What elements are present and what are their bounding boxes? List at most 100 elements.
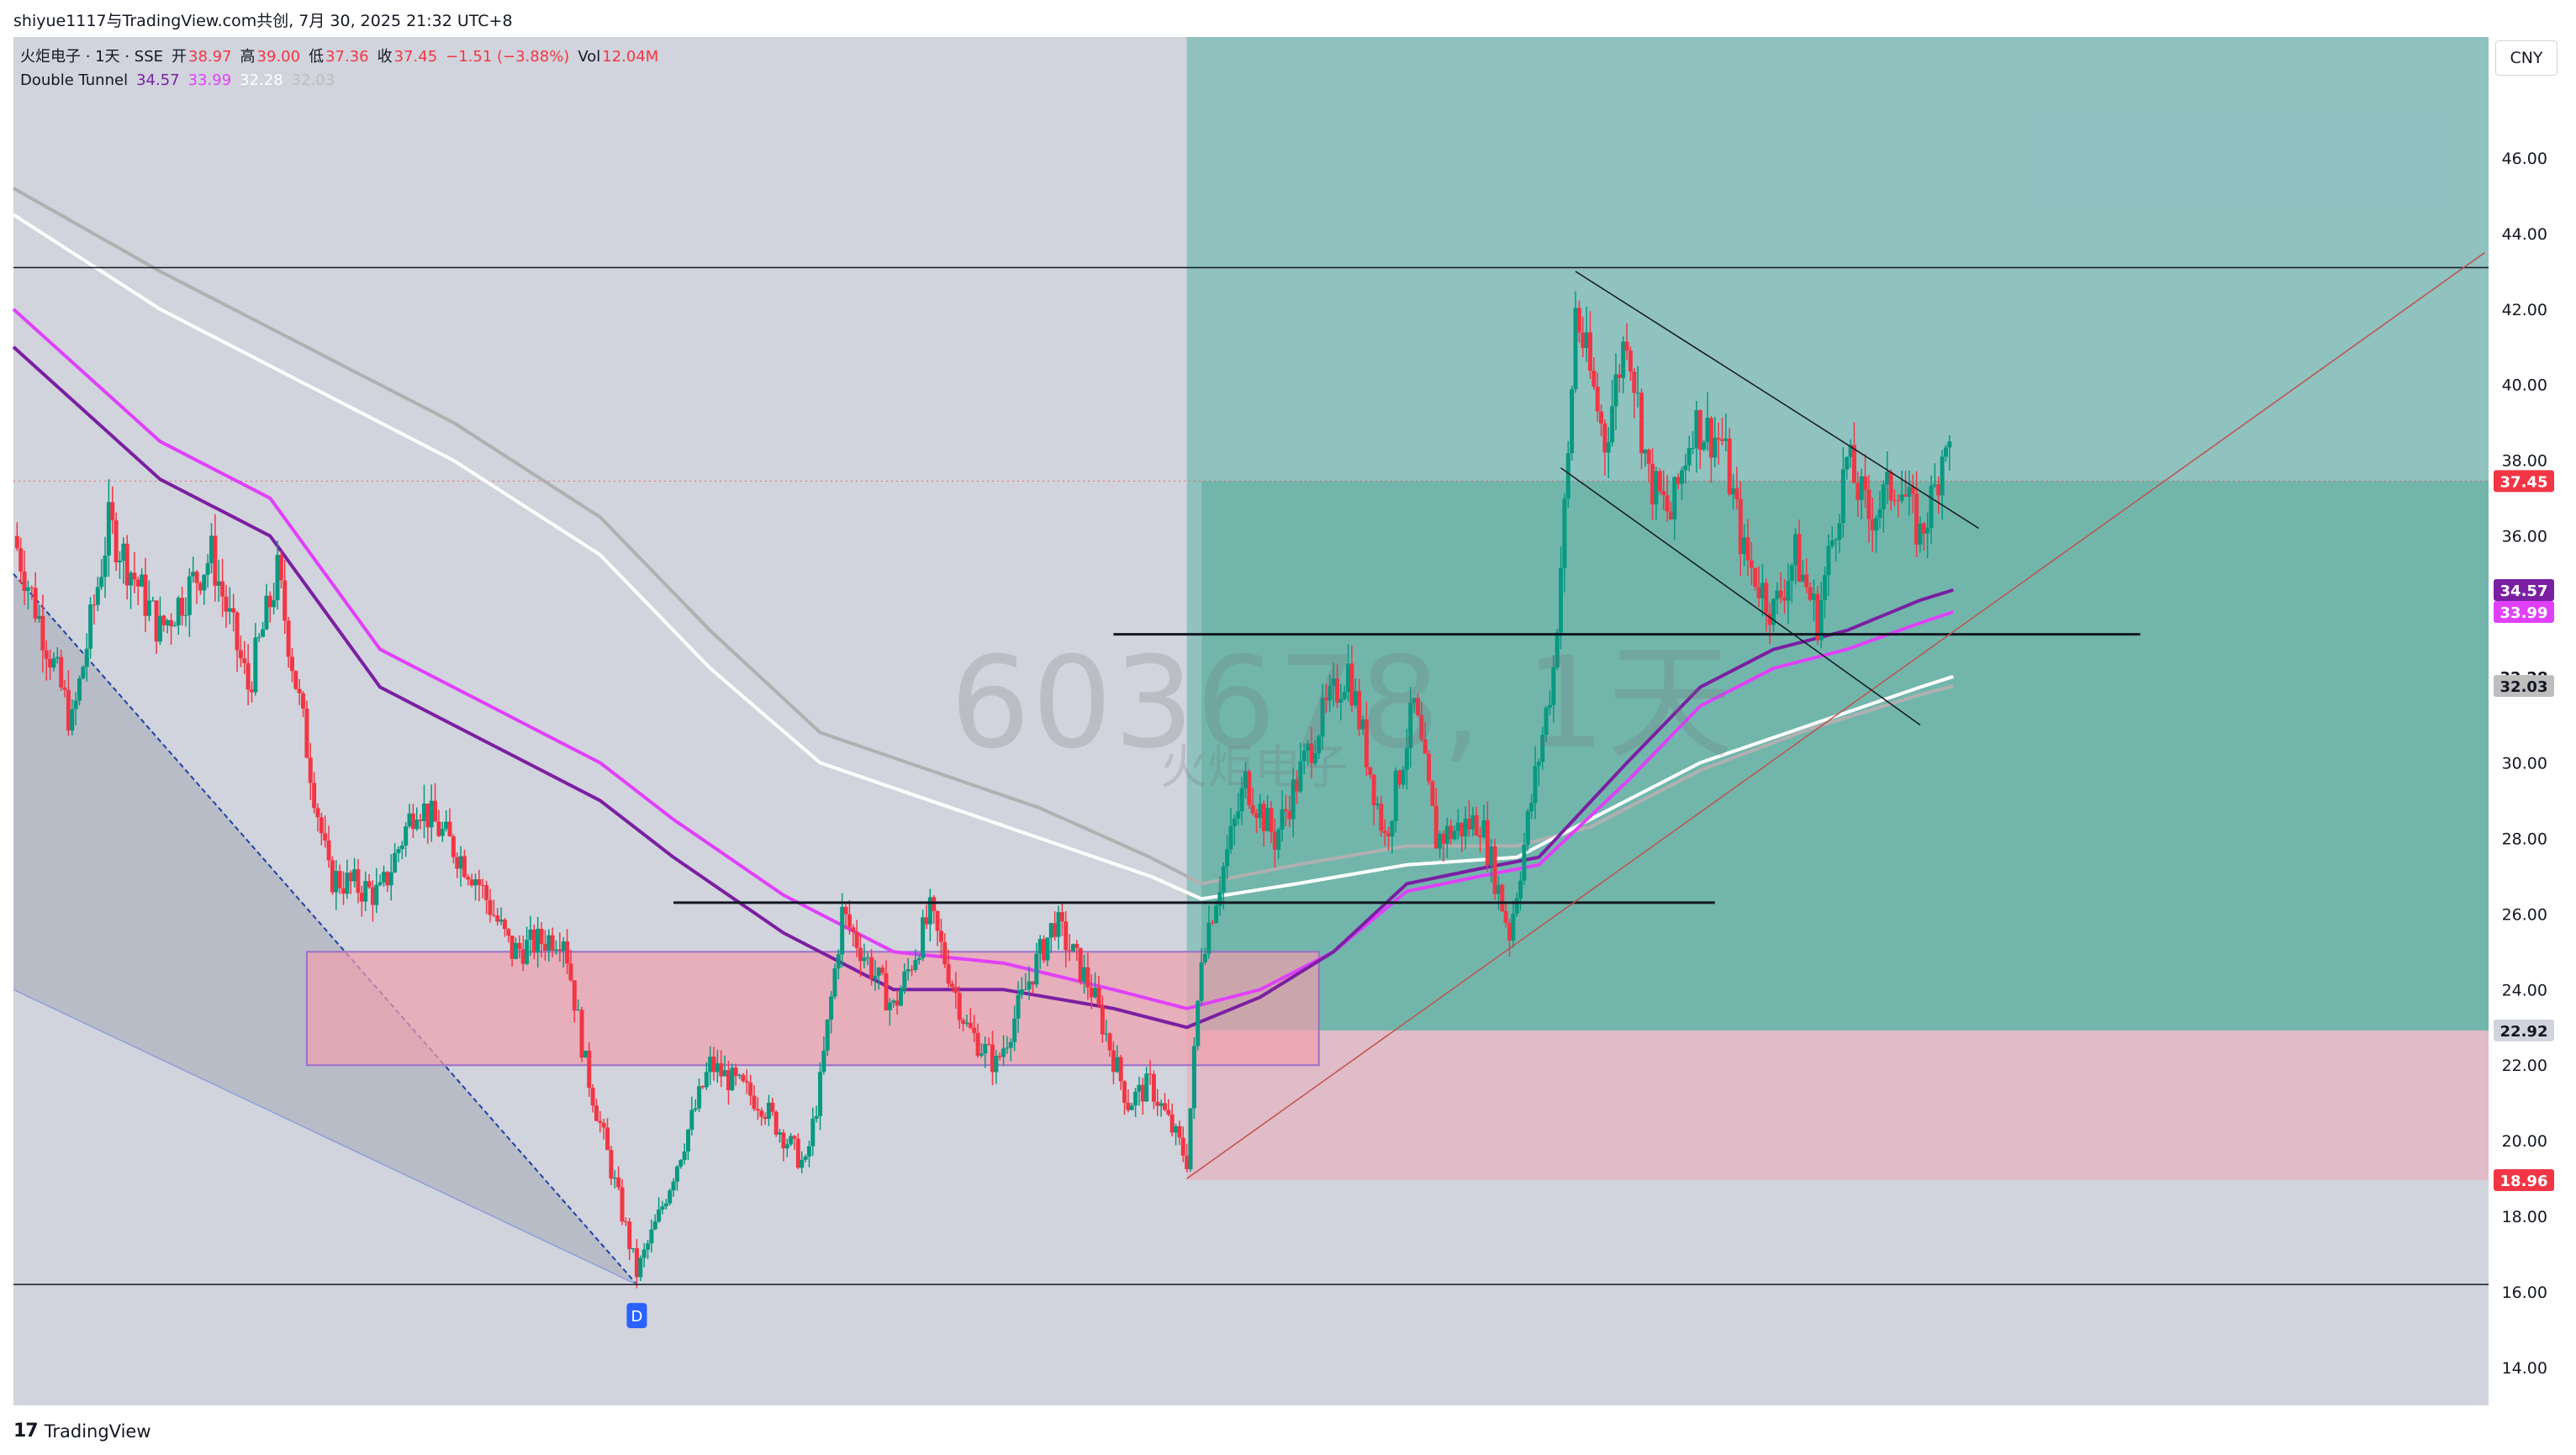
candle-body [1272, 831, 1277, 851]
candle-body [1617, 374, 1622, 378]
candle-body [847, 914, 852, 928]
candle-body [678, 1160, 684, 1167]
candle-body [1760, 583, 1765, 598]
candle-body [1159, 1103, 1164, 1106]
candle-body [1287, 810, 1292, 820]
open-value: 38.97 [188, 48, 232, 66]
candle-body [1713, 437, 1718, 458]
candle-body [1254, 813, 1259, 819]
price-tag [2494, 578, 2554, 601]
candle-body [572, 980, 577, 1011]
candle-body [873, 975, 878, 979]
candle-body [1449, 825, 1454, 840]
candle-body [469, 879, 474, 886]
candle-body [370, 887, 375, 905]
candle-body [312, 783, 317, 809]
candle-body [865, 957, 870, 958]
candle-body [638, 1257, 643, 1278]
candle-body [968, 1022, 973, 1028]
candle-body [1053, 923, 1058, 937]
candle-body [700, 1086, 705, 1088]
candle-body [641, 1249, 647, 1258]
candle-body [854, 931, 859, 948]
candle-body [1357, 691, 1362, 730]
candle-body [359, 893, 364, 902]
candle-body [1104, 1033, 1109, 1035]
candle-body [33, 588, 38, 619]
candle-body [1295, 779, 1300, 792]
candle-body [1353, 691, 1358, 706]
symbol-name-watermark: 火炬电子 [1160, 741, 1349, 795]
candle-body [1866, 489, 1871, 519]
candle-body [1756, 587, 1761, 598]
candle-body [1793, 534, 1798, 566]
candle-body [601, 1122, 606, 1128]
candle-body [1169, 1114, 1175, 1133]
candle-body [1533, 766, 1538, 804]
candle-body [1191, 1046, 1196, 1109]
candle-body [458, 856, 463, 869]
candle-body [1738, 498, 1743, 555]
candle-body [1767, 613, 1772, 625]
candle-body [1283, 809, 1288, 811]
currency-button[interactable]: CNY [2495, 40, 2558, 76]
candle-body [421, 803, 426, 821]
candle-body [1163, 1103, 1168, 1110]
candle-body [825, 1020, 830, 1051]
candle-body [1019, 989, 1024, 995]
candle-body [1463, 819, 1468, 836]
candle-body [1360, 719, 1365, 730]
candle-body [509, 936, 515, 959]
price-tag [2494, 470, 2554, 493]
candle-body [744, 1081, 749, 1083]
candle-body [858, 947, 863, 962]
candle-body [1581, 332, 1586, 349]
symbol-title[interactable]: 火炬电子 · 1天 · SSE [20, 48, 164, 66]
candle-body [1427, 753, 1432, 782]
y-tick-label: 36.00 [2502, 528, 2547, 546]
candle-body [1067, 950, 1072, 952]
candle-body [1342, 692, 1347, 699]
tradingview-logo[interactable]: 17 TradingView [13, 1421, 151, 1442]
candle-body [1544, 707, 1549, 735]
candle-body [81, 667, 86, 679]
candle-body [1338, 699, 1343, 703]
candle-body [942, 941, 948, 965]
candle-body [1823, 575, 1828, 601]
candle-body [990, 1044, 995, 1073]
candle-body [18, 548, 24, 572]
candle-body [172, 625, 177, 627]
candle-body [1415, 698, 1420, 715]
candle-body [1845, 456, 1850, 470]
attribution-bar: shiyue1117与TradingView.com共创, 7月 30, 202… [0, 0, 2576, 37]
candle-body [961, 1020, 966, 1024]
candle-body [1100, 1004, 1105, 1035]
candle-body [763, 1116, 768, 1120]
candle-body [399, 845, 404, 850]
candle-body [1309, 743, 1314, 764]
candle-body [1323, 698, 1328, 701]
candle-body [1863, 476, 1868, 490]
candle-body [579, 1010, 584, 1058]
candle-body [1573, 308, 1578, 389]
indicator-name[interactable]: Double Tunnel [20, 71, 129, 89]
candle-body [407, 813, 412, 827]
candle-body [1269, 808, 1274, 832]
candle-body [106, 502, 111, 556]
candle-body [887, 1002, 892, 1010]
candle-body [1918, 523, 1923, 545]
candle-body [1877, 509, 1882, 519]
y-tick-label: 42.00 [2502, 301, 2547, 319]
candle-body [1555, 632, 1560, 667]
candle-body [1177, 1126, 1182, 1138]
candle-body [1745, 537, 1750, 561]
candle-body [1151, 1073, 1156, 1102]
candle-body [663, 1203, 668, 1207]
candle-body [803, 1156, 808, 1160]
candle-body [719, 1063, 724, 1077]
candle-body [1030, 981, 1035, 985]
candle-body [1551, 667, 1556, 705]
candle-body [646, 1243, 651, 1250]
candle-body [697, 1086, 702, 1109]
